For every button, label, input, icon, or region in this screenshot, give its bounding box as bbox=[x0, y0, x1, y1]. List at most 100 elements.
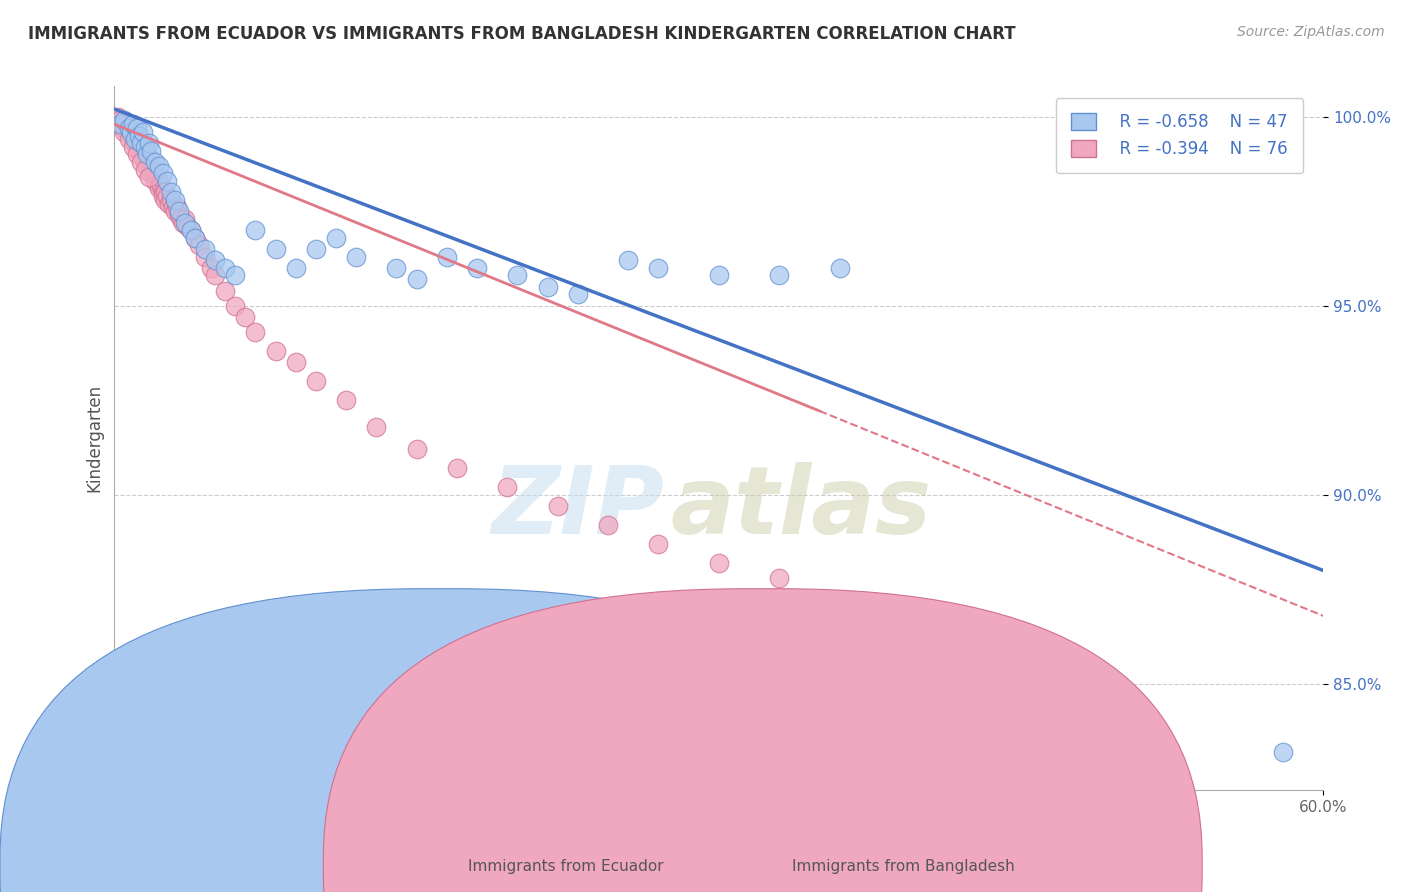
Point bbox=[194, 250, 217, 264]
Point bbox=[152, 166, 174, 180]
Point bbox=[125, 132, 148, 146]
Point bbox=[180, 223, 202, 237]
Point bbox=[139, 144, 162, 158]
Point bbox=[145, 170, 167, 185]
Point bbox=[305, 242, 328, 256]
Point bbox=[156, 189, 179, 203]
Point bbox=[114, 113, 136, 128]
Point bbox=[115, 117, 138, 131]
Text: atlas: atlas bbox=[671, 462, 932, 555]
Point bbox=[131, 144, 153, 158]
Point bbox=[172, 215, 194, 229]
Point bbox=[284, 260, 307, 275]
Point bbox=[184, 230, 207, 244]
Point bbox=[768, 268, 790, 283]
Point bbox=[121, 132, 143, 146]
Point bbox=[134, 140, 156, 154]
Point bbox=[111, 117, 134, 131]
Point bbox=[224, 268, 246, 283]
Point bbox=[214, 260, 236, 275]
Point bbox=[163, 204, 186, 219]
Point bbox=[184, 230, 207, 244]
Point bbox=[117, 120, 139, 135]
Point bbox=[107, 110, 129, 124]
Point bbox=[143, 166, 166, 180]
Point bbox=[129, 136, 152, 150]
Point bbox=[131, 125, 153, 139]
Point bbox=[135, 147, 157, 161]
Y-axis label: Kindergarten: Kindergarten bbox=[86, 384, 103, 492]
Point bbox=[224, 299, 246, 313]
Point bbox=[284, 355, 307, 369]
Point bbox=[153, 193, 176, 207]
Point bbox=[567, 287, 589, 301]
Text: Immigrants from Ecuador: Immigrants from Ecuador bbox=[468, 859, 664, 873]
Point bbox=[128, 144, 150, 158]
Point bbox=[180, 223, 202, 237]
Point bbox=[148, 178, 170, 192]
Point bbox=[125, 147, 148, 161]
Point bbox=[125, 120, 148, 135]
Point bbox=[128, 140, 150, 154]
Point bbox=[124, 132, 146, 146]
Point bbox=[264, 344, 287, 359]
Point bbox=[124, 125, 146, 139]
Point bbox=[200, 260, 222, 275]
Point bbox=[174, 215, 197, 229]
Point bbox=[117, 132, 139, 146]
Point bbox=[264, 242, 287, 256]
Point bbox=[496, 480, 519, 494]
Point bbox=[129, 136, 152, 150]
Point bbox=[162, 200, 184, 214]
Point bbox=[114, 120, 136, 135]
Point bbox=[149, 178, 172, 192]
Point bbox=[159, 186, 181, 200]
Point bbox=[465, 260, 488, 275]
Point bbox=[166, 200, 188, 214]
Point bbox=[325, 230, 347, 244]
Point bbox=[344, 250, 367, 264]
Point bbox=[176, 219, 198, 234]
Point bbox=[707, 556, 730, 570]
Point bbox=[117, 120, 139, 135]
Text: Source: ZipAtlas.com: Source: ZipAtlas.com bbox=[1237, 25, 1385, 39]
Point bbox=[138, 136, 160, 150]
Point bbox=[148, 159, 170, 173]
Point bbox=[143, 174, 166, 188]
Point bbox=[647, 537, 669, 551]
Point bbox=[143, 155, 166, 169]
Point bbox=[1272, 745, 1295, 759]
Point bbox=[163, 193, 186, 207]
Point bbox=[156, 174, 179, 188]
Point bbox=[120, 128, 142, 143]
Point bbox=[134, 155, 156, 169]
Point bbox=[596, 518, 619, 533]
Point bbox=[139, 166, 162, 180]
Point bbox=[135, 159, 157, 173]
Point bbox=[335, 393, 357, 408]
Point bbox=[135, 151, 157, 165]
Point bbox=[110, 117, 132, 131]
Point bbox=[128, 128, 150, 143]
Point bbox=[768, 571, 790, 585]
Point bbox=[245, 223, 267, 237]
Point bbox=[828, 260, 851, 275]
Point bbox=[114, 125, 136, 139]
Point bbox=[305, 375, 328, 389]
Point bbox=[167, 208, 190, 222]
Point bbox=[138, 155, 160, 169]
Point bbox=[159, 193, 181, 207]
Point bbox=[157, 196, 180, 211]
Point bbox=[129, 147, 152, 161]
Point bbox=[194, 242, 217, 256]
Point bbox=[110, 113, 132, 128]
Text: Immigrants from Bangladesh: Immigrants from Bangladesh bbox=[792, 859, 1014, 873]
Point bbox=[170, 211, 193, 226]
Point bbox=[245, 325, 267, 339]
Point bbox=[134, 162, 156, 177]
Point bbox=[707, 268, 730, 283]
Point bbox=[385, 260, 408, 275]
Legend:   R = -0.658    N = 47,   R = -0.394    N = 76: R = -0.658 N = 47, R = -0.394 N = 76 bbox=[1056, 98, 1303, 173]
Point bbox=[647, 260, 669, 275]
Point bbox=[405, 442, 427, 457]
